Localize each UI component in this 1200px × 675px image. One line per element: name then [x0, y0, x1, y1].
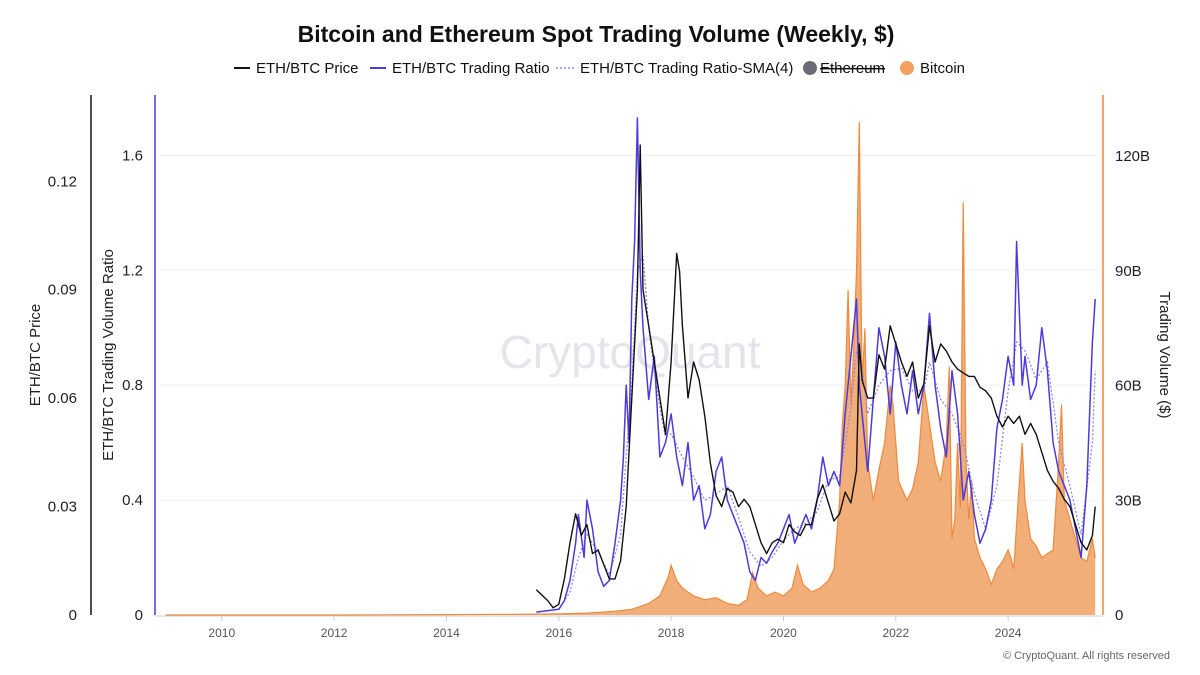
- x-tick-2: 2014: [433, 626, 460, 640]
- volume-tick-4: 120B: [1115, 148, 1150, 165]
- legend-label-2: ETH/BTC Trading Ratio-SMA(4): [580, 60, 793, 77]
- x-tick-4: 2018: [658, 626, 685, 640]
- legend: ETH/BTC Price ETH/BTC Trading Ratio ETH/BT…: [234, 60, 965, 77]
- ratio-tick-4: 1.6: [122, 147, 143, 164]
- legend-swatch-4: [900, 61, 914, 75]
- x-tick-0: 2010: [208, 626, 235, 640]
- x-tick-3: 2016: [545, 626, 572, 640]
- price-tick-3: 0.09: [48, 282, 77, 299]
- legend-label-4: Bitcoin: [920, 60, 965, 77]
- series-bitcoin-area: [165, 121, 1096, 616]
- volume-tick-0: 0: [1115, 607, 1123, 624]
- ratio-tick-3: 1.2: [122, 262, 143, 279]
- volume-tick-3: 90B: [1115, 263, 1142, 280]
- series-bitcoin-line: [165, 121, 1096, 616]
- ratio-axis-label: ETH/BTC Trading Volume Ratio: [100, 249, 117, 461]
- series-layer: [165, 117, 1096, 616]
- legend-label-3: Ethereum: [820, 60, 885, 77]
- copyright: © CryptoQuant. All rights reserved: [1003, 650, 1170, 662]
- legend-item-ethereum: Ethereum: [803, 60, 885, 77]
- legend-swatch-3: [803, 61, 817, 75]
- ratio-tick-1: 0.4: [122, 492, 143, 509]
- legend-item-eth-btc-trading-ratio: ETH/BTC Trading Ratio: [370, 60, 550, 77]
- ratio-tick-2: 0.8: [122, 377, 143, 394]
- x-tick-1: 2012: [321, 626, 348, 640]
- x-tick-6: 2022: [882, 626, 909, 640]
- legend-label-1: ETH/BTC Trading Ratio: [392, 60, 550, 77]
- ratio-tick-0: 0: [135, 607, 143, 624]
- legend-item-bitcoin: Bitcoin: [900, 60, 965, 77]
- chart-title: Bitcoin and Ethereum Spot Trading Volume…: [298, 21, 895, 47]
- volume-tick-1: 30B: [1115, 492, 1142, 509]
- price-tick-0: 0: [69, 607, 77, 624]
- x-tick-7: 2024: [995, 626, 1022, 640]
- price-tick-4: 0.12: [48, 173, 77, 190]
- legend-item-eth-btc-price: ETH/BTC Price: [234, 60, 359, 77]
- legend-item-eth-btc-trading-ratio-sma-4: ETH/BTC Trading Ratio-SMA(4): [556, 60, 793, 77]
- price-tick-2: 0.06: [48, 390, 77, 407]
- legend-label-0: ETH/BTC Price: [256, 60, 359, 77]
- axes: 0 0.03 0.06 0.09 0.12 0 0.4 0.8 1.2 1.6 0 30B 60B 90B…: [48, 95, 1150, 640]
- x-tick-5: 2020: [770, 626, 797, 640]
- volume-tick-2: 60B: [1115, 378, 1142, 395]
- price-axis-label: ETH/BTC Price: [27, 304, 44, 407]
- price-tick-1: 0.03: [48, 499, 77, 516]
- volume-axis-label: Trading Volume ($): [1156, 291, 1173, 418]
- series-eth-btc-price: [535, 144, 1096, 609]
